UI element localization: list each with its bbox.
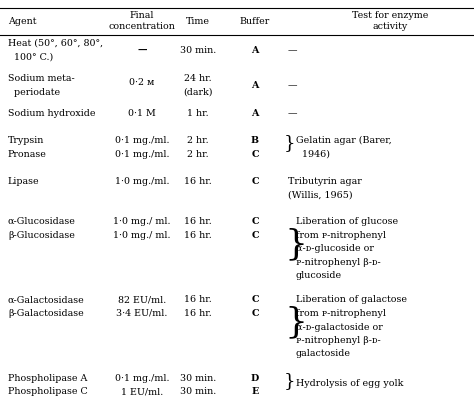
Text: 100° C.): 100° C.): [8, 52, 53, 62]
Text: 82 EU/ml.: 82 EU/ml.: [118, 295, 166, 305]
Text: C: C: [251, 231, 259, 240]
Text: concentration: concentration: [109, 23, 175, 31]
Text: C: C: [251, 309, 259, 318]
Text: 16 hr.: 16 hr.: [184, 295, 212, 305]
Text: Test for enzyme: Test for enzyme: [352, 11, 428, 20]
Text: —: —: [288, 46, 298, 55]
Text: Liberation of glucose: Liberation of glucose: [296, 217, 398, 226]
Text: Buffer: Buffer: [240, 17, 270, 26]
Text: A: A: [251, 109, 259, 118]
Text: 2 hr.: 2 hr.: [187, 136, 209, 145]
Text: E: E: [251, 387, 259, 396]
Text: 30 min.: 30 min.: [180, 46, 216, 55]
Text: periodate: periodate: [8, 87, 60, 97]
Text: α-ᴅ-galactoside or: α-ᴅ-galactoside or: [296, 322, 383, 332]
Text: from ᴘ-nitrophenyl: from ᴘ-nitrophenyl: [296, 231, 386, 240]
Text: 16 hr.: 16 hr.: [184, 177, 212, 186]
Text: 1 EU/ml.: 1 EU/ml.: [121, 387, 163, 396]
Text: 30 min.: 30 min.: [180, 387, 216, 396]
Text: 2 hr.: 2 hr.: [187, 150, 209, 159]
Text: Liberation of galactose: Liberation of galactose: [296, 295, 407, 305]
Text: 0·2 ᴍ: 0·2 ᴍ: [129, 78, 155, 87]
Text: activity: activity: [373, 23, 408, 31]
Text: Time: Time: [186, 17, 210, 26]
Text: Phospholipase C: Phospholipase C: [8, 387, 88, 396]
Text: from ᴘ-nitrophenyl: from ᴘ-nitrophenyl: [296, 309, 386, 318]
Text: }: }: [284, 134, 295, 152]
Text: 0·1 mg./ml.: 0·1 mg./ml.: [115, 136, 169, 145]
Text: Tributyrin agar: Tributyrin agar: [288, 177, 362, 186]
Text: 16 hr.: 16 hr.: [184, 231, 212, 240]
Text: 24 hr.: 24 hr.: [184, 74, 212, 83]
Text: (dark): (dark): [183, 87, 213, 97]
Text: Gelatin agar (Barer,: Gelatin agar (Barer,: [296, 136, 392, 145]
Text: C: C: [251, 217, 259, 226]
Text: A: A: [251, 46, 259, 55]
Text: C: C: [251, 295, 259, 305]
Text: }: }: [284, 372, 295, 390]
Text: 1·0 mg./ml.: 1·0 mg./ml.: [115, 177, 169, 186]
Text: α-Galactosidase: α-Galactosidase: [8, 295, 85, 305]
Text: 1·0 mg./ ml.: 1·0 mg./ ml.: [113, 231, 171, 240]
Text: 0·1 mg./ml.: 0·1 mg./ml.: [115, 150, 169, 159]
Text: C: C: [251, 150, 259, 159]
Text: }: }: [284, 227, 307, 261]
Text: 1·0 mg./ ml.: 1·0 mg./ ml.: [113, 217, 171, 226]
Text: 16 hr.: 16 hr.: [184, 217, 212, 226]
Text: }: }: [284, 305, 307, 339]
Text: 30 min.: 30 min.: [180, 374, 216, 383]
Text: 1946): 1946): [296, 150, 330, 159]
Text: glucoside: glucoside: [296, 271, 342, 280]
Text: Sodium meta-: Sodium meta-: [8, 74, 75, 83]
Text: 3·4 EU/ml.: 3·4 EU/ml.: [116, 309, 168, 318]
Text: α-ᴅ-glucoside or: α-ᴅ-glucoside or: [296, 244, 374, 253]
Text: β-Glucosidase: β-Glucosidase: [8, 231, 75, 240]
Text: B: B: [251, 136, 259, 145]
Text: D: D: [251, 374, 259, 383]
Text: 1 hr.: 1 hr.: [187, 109, 209, 118]
Text: —: —: [288, 109, 298, 118]
Text: Pronase: Pronase: [8, 150, 47, 159]
Text: ᴘ-nitrophenyl β-ᴅ-: ᴘ-nitrophenyl β-ᴅ-: [296, 336, 381, 345]
Text: Phospholipase A: Phospholipase A: [8, 374, 87, 383]
Text: β-Galactosidase: β-Galactosidase: [8, 309, 84, 318]
Text: C: C: [251, 177, 259, 186]
Text: Sodium hydroxide: Sodium hydroxide: [8, 109, 95, 118]
Text: Agent: Agent: [8, 17, 36, 26]
Text: Lipase: Lipase: [8, 177, 40, 186]
Text: (Willis, 1965): (Willis, 1965): [288, 190, 353, 199]
Text: —: —: [137, 46, 147, 55]
Text: A: A: [251, 81, 259, 90]
Text: ᴘ-nitrophenyl β-ᴅ-: ᴘ-nitrophenyl β-ᴅ-: [296, 258, 381, 267]
Text: Final: Final: [130, 11, 154, 20]
Text: 0·1 mg./ml.: 0·1 mg./ml.: [115, 374, 169, 383]
Text: 0·1 M: 0·1 M: [128, 109, 156, 118]
Text: Hydrolysis of egg yolk: Hydrolysis of egg yolk: [296, 379, 403, 388]
Text: —: —: [288, 81, 298, 90]
Text: galactoside: galactoside: [296, 349, 351, 359]
Text: Trypsin: Trypsin: [8, 136, 45, 145]
Text: 16 hr.: 16 hr.: [184, 309, 212, 318]
Text: Heat (50°, 60°, 80°,: Heat (50°, 60°, 80°,: [8, 39, 103, 48]
Text: α-Glucosidase: α-Glucosidase: [8, 217, 76, 226]
